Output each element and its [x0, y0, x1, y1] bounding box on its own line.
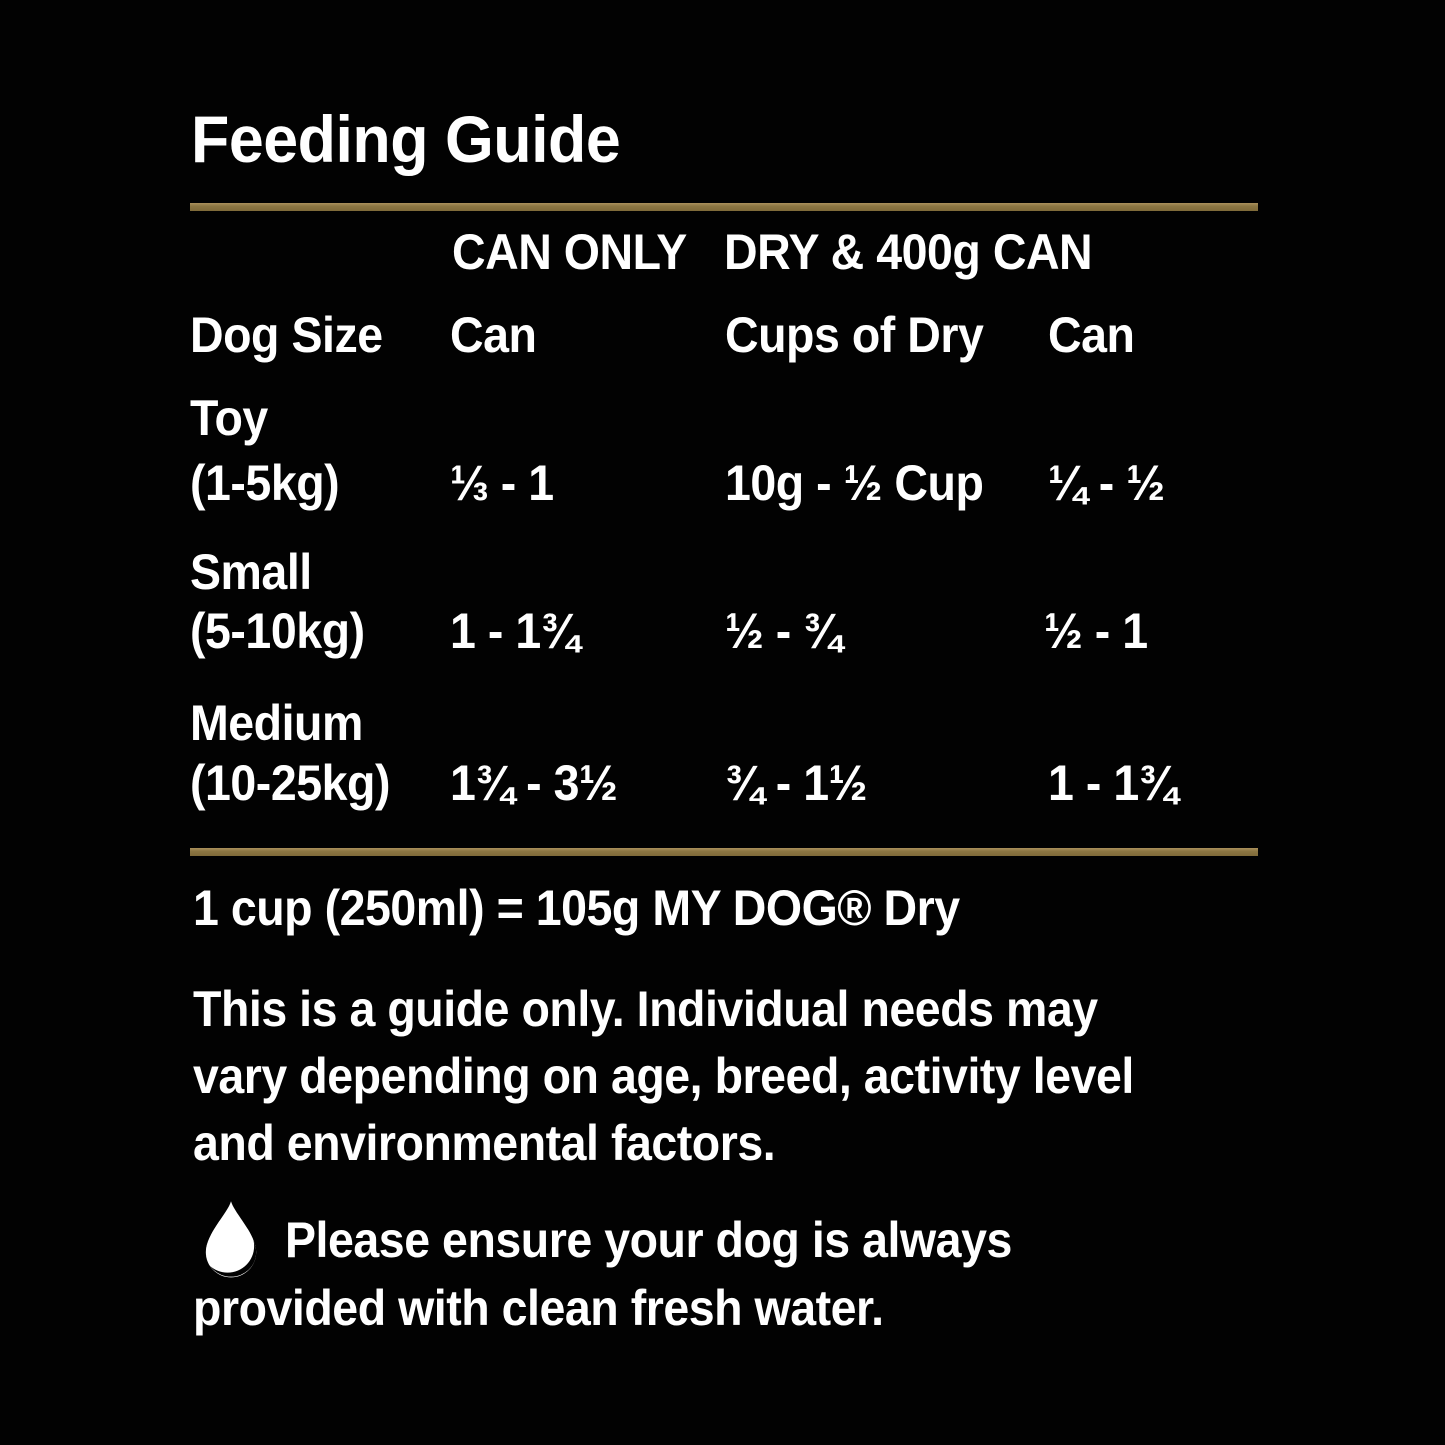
small-weight-range: (5-10kg)	[190, 603, 365, 659]
guide-note-line-2: vary depending on age, breed, activity l…	[193, 1048, 1134, 1104]
col-header-dog-size: Dog Size	[190, 307, 383, 363]
cup-conversion-note: 1 cup (250ml) = 105g MY DOG® Dry	[193, 880, 960, 936]
group-header-can-only: CAN ONLY	[452, 224, 687, 280]
group-header-dry-400g-can: DRY & 400g CAN	[724, 224, 1093, 280]
divider-top	[190, 203, 1258, 211]
medium-can-value: 1 - 1¾	[1048, 755, 1178, 811]
toy-cups-of-dry-value: 10g - ½ Cup	[725, 455, 984, 511]
medium-weight-range: (10-25kg)	[190, 755, 390, 811]
toy-can-value: ¼ - ½	[1048, 455, 1165, 511]
water-note-line-2: provided with clean fresh water.	[193, 1280, 884, 1336]
page-title: Feeding Guide	[191, 102, 621, 176]
col-header-cups-of-dry: Cups of Dry	[725, 307, 984, 363]
small-size-label: Small	[190, 544, 312, 600]
guide-note-line-1: This is a guide only. Individual needs m…	[193, 981, 1098, 1037]
medium-cups-of-dry-value: ¾ - 1½	[725, 755, 867, 811]
water-drop-icon	[197, 1199, 265, 1290]
guide-note-line-3: and environmental factors.	[193, 1115, 776, 1171]
toy-can-only-value: ⅓ - 1	[450, 455, 554, 511]
toy-size-label: Toy	[190, 390, 268, 446]
small-cups-of-dry-value: ½ - ¾	[725, 603, 842, 659]
divider-bottom	[190, 848, 1258, 856]
col-header-can: Can	[450, 307, 537, 363]
medium-can-only-value: 1¾ - 3½	[450, 755, 618, 811]
col-header-can-2: Can	[1048, 307, 1135, 363]
medium-size-label: Medium	[190, 695, 363, 751]
toy-weight-range: (1-5kg)	[190, 455, 340, 511]
small-can-value: ½ - 1	[1044, 603, 1148, 659]
small-can-only-value: 1 - 1¾	[450, 603, 580, 659]
water-note-line-1: Please ensure your dog is always	[285, 1212, 1012, 1268]
